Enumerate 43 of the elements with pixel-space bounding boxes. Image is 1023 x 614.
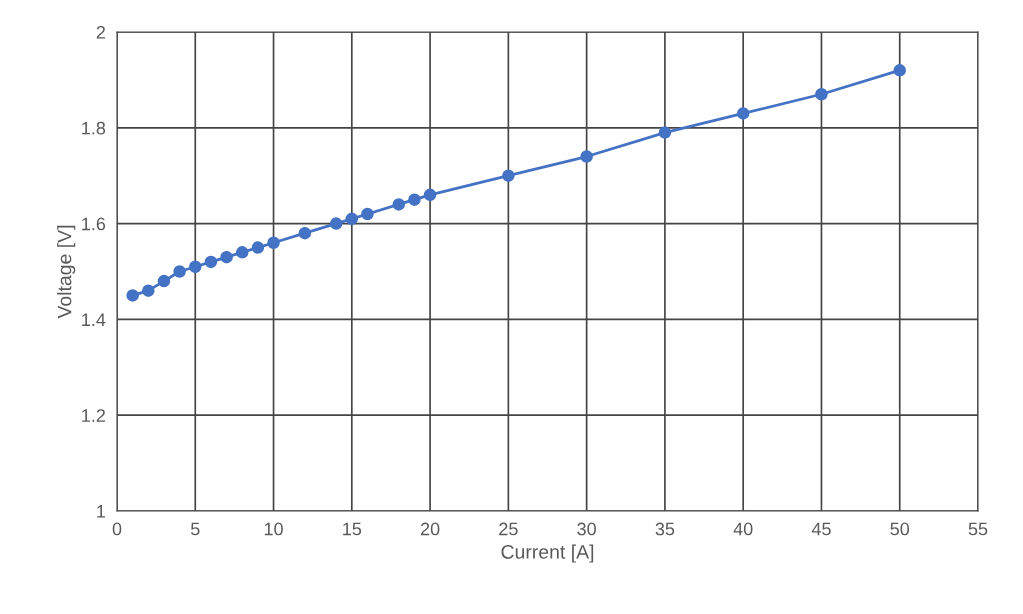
x-tick-label: 35 <box>655 522 675 536</box>
x-tick-label: 10 <box>264 522 283 536</box>
x-tick-label: 50 <box>890 522 910 536</box>
y-tick-label: 1 <box>97 505 106 518</box>
x-tick-label: 25 <box>499 522 518 536</box>
point <box>361 207 374 221</box>
point <box>423 188 437 202</box>
point <box>815 88 828 101</box>
x-tick-label: 5 <box>190 522 200 536</box>
point <box>392 198 406 211</box>
x-tick-label: 15 <box>343 522 362 536</box>
point <box>173 265 186 278</box>
point <box>142 284 155 297</box>
point <box>157 274 171 288</box>
x-axis-title: Current [A] <box>501 544 594 563</box>
point <box>126 289 139 302</box>
y-tick-label: 1.6 <box>82 217 106 231</box>
point <box>220 250 233 264</box>
point <box>580 150 593 163</box>
point <box>189 260 202 273</box>
x-tick-label: 20 <box>420 522 440 536</box>
point <box>298 226 312 240</box>
x-tick-label: 30 <box>577 522 596 536</box>
point <box>893 64 906 77</box>
point <box>235 246 249 259</box>
point <box>736 107 750 120</box>
x-tick-label: 55 <box>968 522 988 536</box>
point <box>345 212 359 226</box>
x-tick-label: 45 <box>811 522 831 536</box>
y-tick-label: 1.2 <box>82 409 105 422</box>
y-tick-label: 1.8 <box>82 121 106 135</box>
y-tick-label: 2 <box>96 25 105 39</box>
point <box>204 255 218 269</box>
point <box>408 193 421 206</box>
y-tick-label: 1.4 <box>82 313 106 326</box>
point <box>658 126 672 139</box>
point <box>267 236 280 250</box>
point <box>502 169 515 182</box>
point <box>251 241 265 254</box>
x-tick-label: 40 <box>733 522 753 536</box>
x-tick-label: 0 <box>112 522 122 536</box>
point <box>329 217 343 230</box>
y-axis-title: Voltage [V] <box>57 225 76 319</box>
